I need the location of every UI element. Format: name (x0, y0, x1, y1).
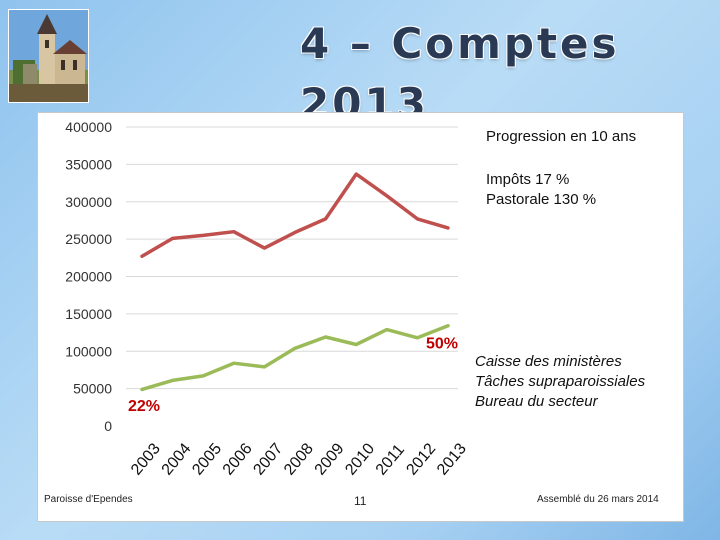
y-tick-label: 150000 (65, 306, 112, 322)
y-tick-label: 250000 (65, 231, 112, 247)
x-tick-label: 2009 (312, 440, 348, 478)
stat-impots: Impôts 17 % (486, 171, 570, 188)
series-line (140, 324, 450, 392)
task-item: Tâches supraparoissiales (475, 373, 646, 390)
x-tick-label: 2007 (250, 440, 286, 478)
x-tick-label: 2006 (220, 440, 256, 478)
x-tick-label: 2004 (159, 440, 195, 478)
chart-heading: Progression en 10 ans (486, 128, 637, 145)
y-tick-label: 100000 (65, 343, 112, 359)
y-tick-label: 300000 (65, 194, 112, 210)
x-tick-label: 2011 (373, 441, 408, 478)
church-illustration (9, 10, 88, 102)
task-item: Caisse des ministères (475, 353, 622, 370)
x-tick-label: 2008 (281, 440, 317, 478)
chart-panel (37, 112, 684, 522)
stat-pastorale: Pastorale 130 % (486, 191, 597, 208)
footer-date: Assemblé du 26 mars 2014 (537, 494, 659, 505)
task-item: Bureau du secteur (475, 393, 598, 410)
growth-annotation: 50% (426, 335, 458, 352)
x-tick-label: 2013 (434, 440, 470, 478)
page-number: 11 (354, 494, 367, 508)
church-photo (8, 9, 89, 103)
y-tick-label: 200000 (65, 269, 112, 285)
y-tick-label: 350000 (65, 156, 112, 172)
series-line (140, 172, 450, 259)
x-tick-label: 2003 (128, 440, 164, 478)
progress-stats: Impôts 17 % Pastorale 130 % (486, 170, 596, 210)
task-list: Caisse des ministères Tâches supraparois… (475, 352, 645, 412)
y-tick-label: 400000 (65, 119, 112, 135)
y-tick-label: 0 (104, 418, 112, 434)
x-tick-label: 2010 (342, 440, 378, 478)
growth-annotation: 22% (128, 398, 160, 415)
x-tick-label: 2012 (403, 440, 439, 478)
y-tick-label: 50000 (73, 381, 112, 397)
x-tick-label: 2005 (189, 440, 225, 478)
footer-parish: Paroisse d'Ependes (44, 494, 133, 505)
